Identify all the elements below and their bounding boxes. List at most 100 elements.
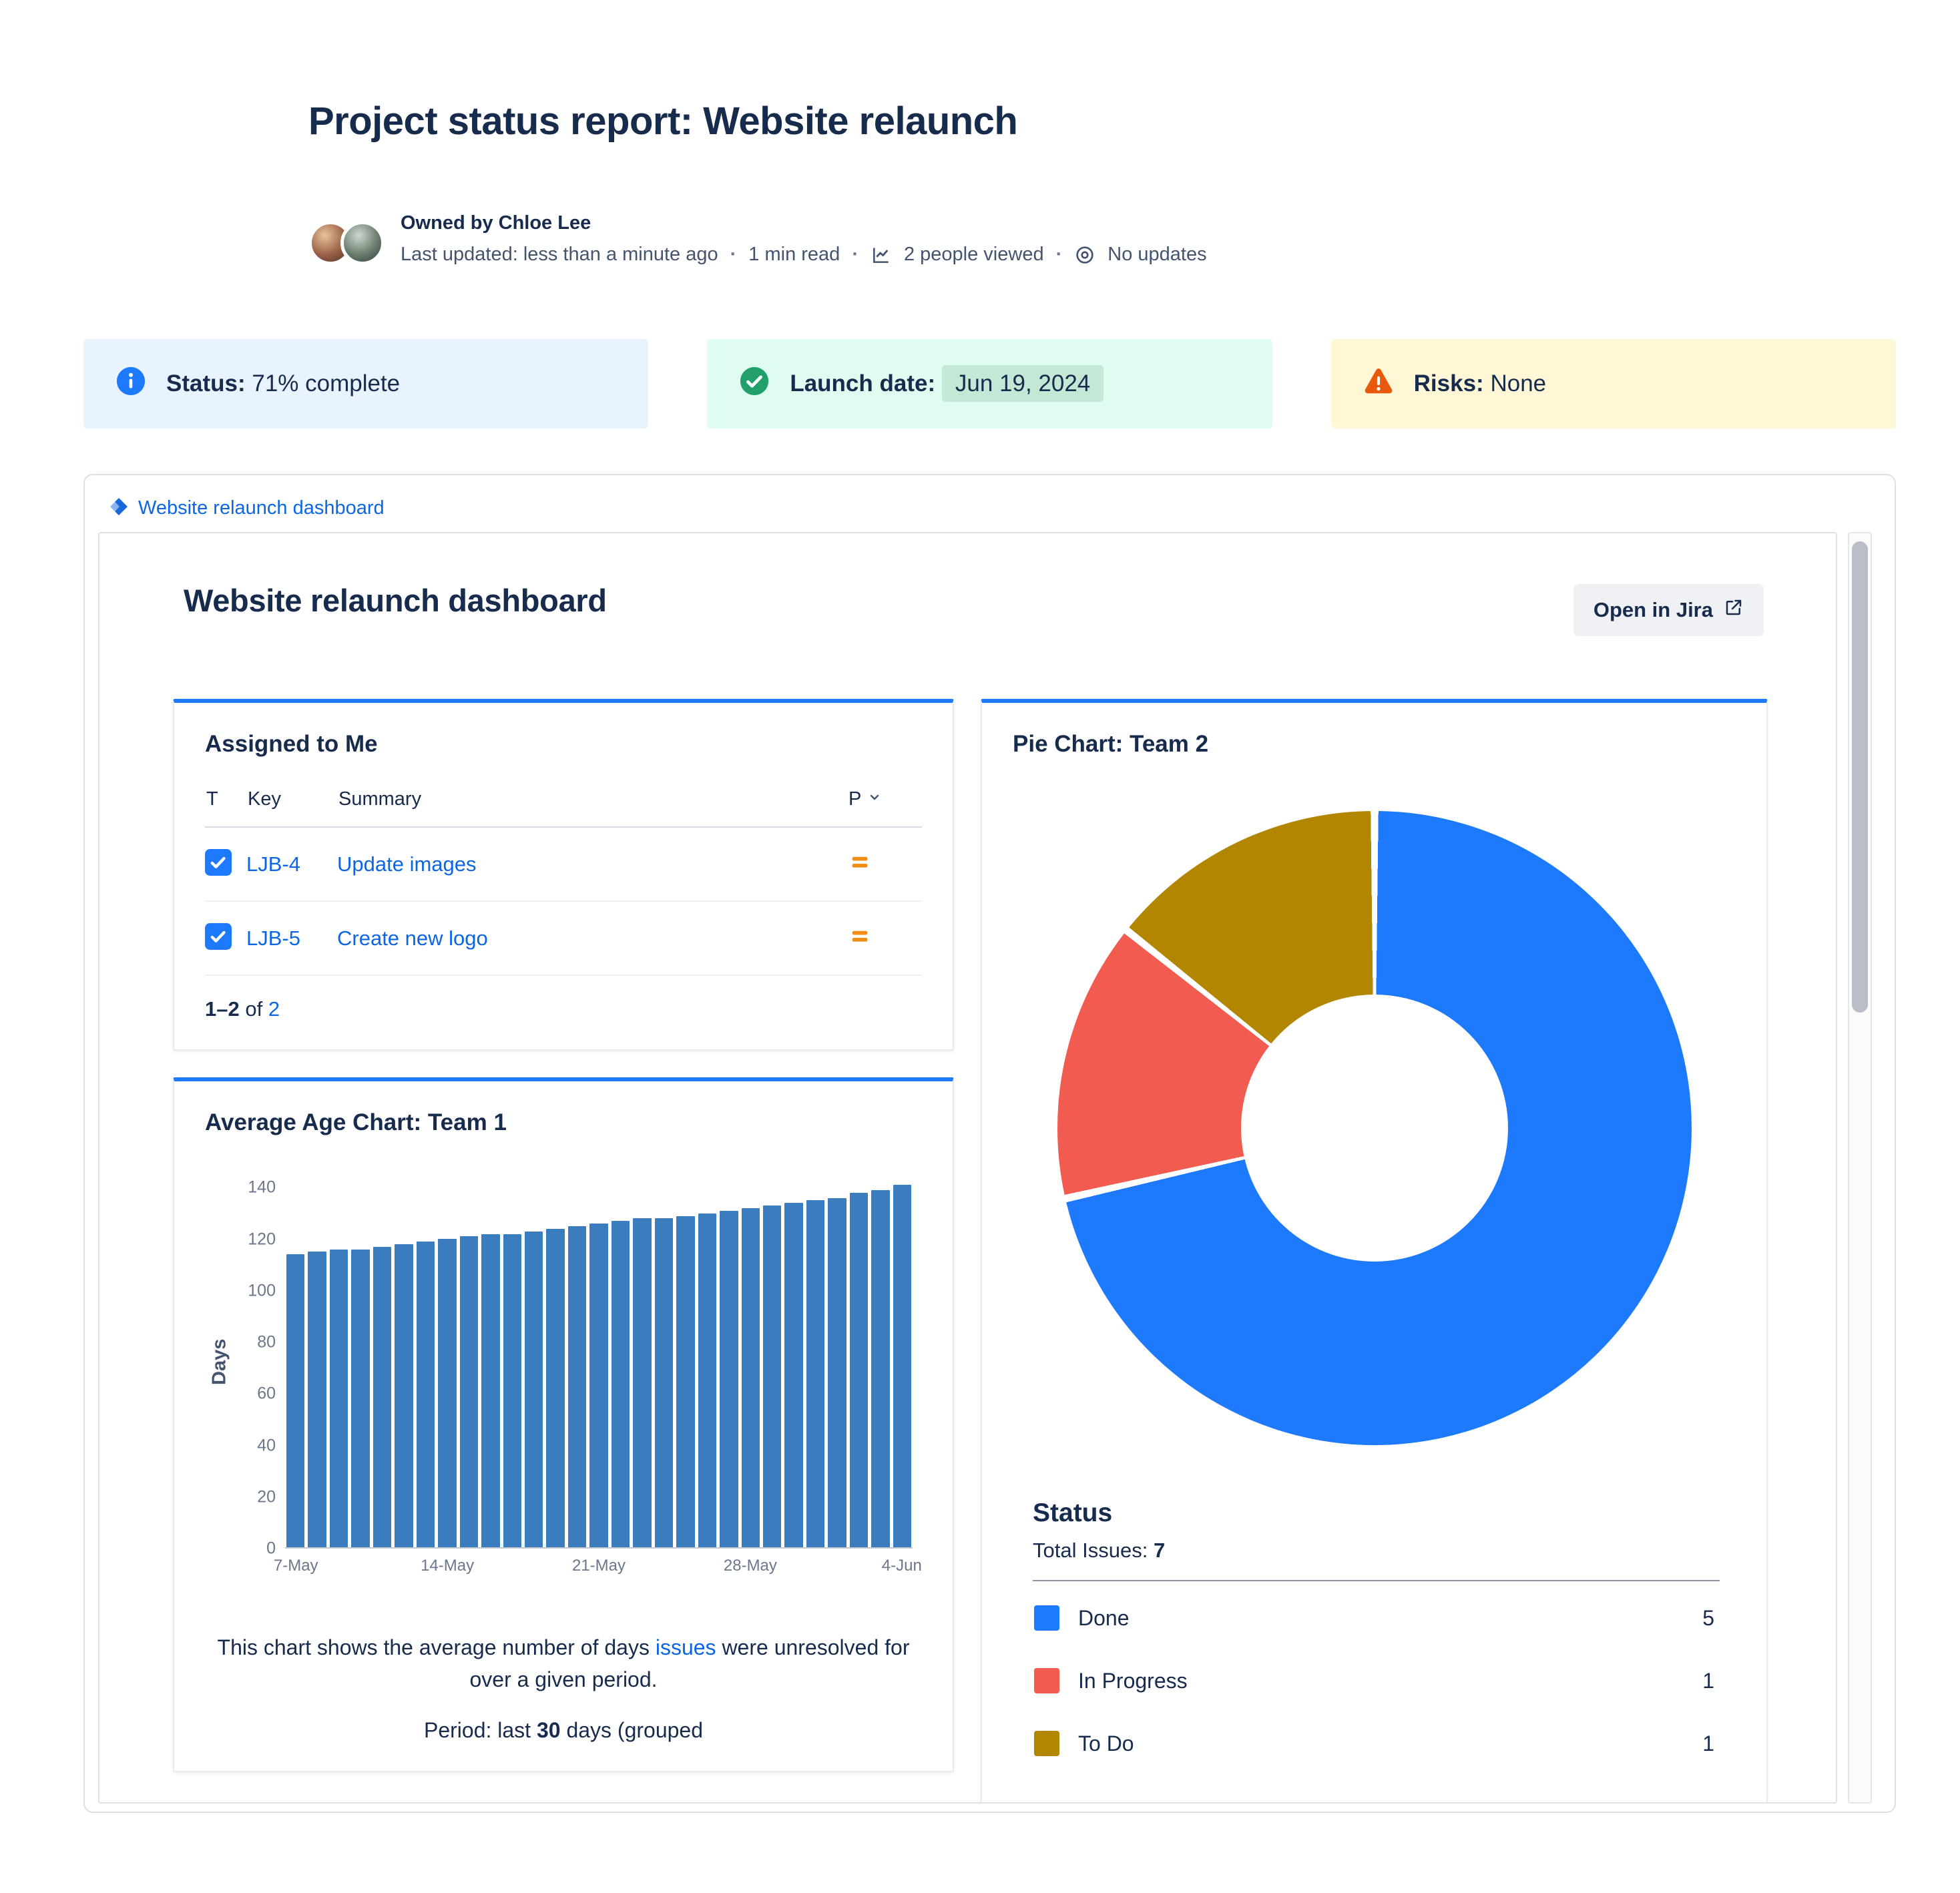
chevron-down-icon [867,788,883,810]
average-age-gadget: Average Age Chart: Team 1 Days 0 20 40 60 80… [173,1077,954,1772]
issue-key-link[interactable]: LJB-5 [246,926,300,950]
bar [849,1192,869,1547]
bar [503,1234,521,1547]
no-updates-label[interactable]: No updates [1108,244,1207,265]
open-in-jira-button[interactable]: Open in Jira [1573,584,1764,636]
bar-chart: Days 0 20 40 60 80 100 120 140 7-May 14-May 21-Ma… [205,1175,922,1586]
legend-divider [1033,1580,1720,1581]
legend-value: 1 [1702,1731,1714,1755]
column-priority-sort[interactable]: P [848,788,922,810]
launch-date-panel: Launch date: Jun 19, 2024 [707,339,1272,429]
task-icon [205,923,246,953]
bar [828,1197,846,1547]
info-icon [115,366,146,402]
column-summary: Summary [338,788,422,810]
bar [741,1208,760,1547]
bar [481,1234,500,1547]
bar [329,1249,348,1547]
bar [676,1215,695,1547]
separator: · [1055,244,1063,265]
owned-by-label: Owned by Chloe Lee [401,212,591,234]
target-icon [1074,244,1095,266]
issues-link[interactable]: issues [655,1635,716,1659]
table-row: LJB-4 Update images [205,828,922,902]
legend-row: In Progress 1 [1033,1649,1720,1712]
risks-label: Risks: [1413,370,1484,396]
bar [286,1254,305,1547]
avatar[interactable] [340,221,385,265]
bar [459,1236,479,1547]
bar [546,1228,565,1547]
separator: · [730,244,737,265]
issue-key-link[interactable]: LJB-4 [246,852,300,876]
status-label: Status: [166,370,246,396]
donut-chart[interactable] [1057,811,1692,1445]
legend-label: To Do [1078,1731,1134,1755]
jira-icon [109,497,129,520]
dashboard-heading: Website relaunch dashboard [184,583,607,618]
column-type: T [206,788,218,810]
jira-dashboard-embed: Website relaunch dashboard Website relau… [83,474,1896,1813]
legend-label: Done [1078,1605,1130,1630]
legend-swatch [1034,1605,1059,1631]
pagination-range: 1–2 [205,997,240,1021]
pie-legend: Done 5 In Progress 1 To Do 1 [1033,1587,1720,1775]
legend-value: 5 [1702,1605,1714,1630]
warning-icon [1363,366,1394,402]
people-viewed-link[interactable]: 2 people viewed [903,244,1044,265]
chart-description: This chart shows the average number of d… [217,1635,910,1691]
legend-label: In Progress [1078,1668,1188,1693]
legend-row: Done 5 [1033,1587,1720,1649]
bar [438,1239,457,1547]
separator: · [852,244,859,265]
bar-y-axis: 0 20 40 60 80 100 120 140 [248,1177,276,1558]
legend-value: 1 [1702,1668,1714,1693]
launch-date-value[interactable]: Jun 19, 2024 [941,365,1104,402]
launch-date-label: Launch date: [790,370,936,396]
pagination-total-link[interactable]: 2 [268,997,280,1021]
risks-value: None [1490,370,1547,396]
bar-chart-bars [285,1175,913,1549]
bar [567,1226,587,1547]
bar [633,1218,652,1547]
task-icon [205,849,246,879]
pagination-of: of [245,997,263,1021]
bar [524,1231,543,1547]
legend-swatch [1034,1731,1059,1756]
read-time-label: 1 min read [748,244,840,265]
last-updated-label: Last updated: less than a minute ago [401,244,718,265]
pagination: 1–2 of 2 [205,997,922,1021]
status-value: 71% complete [252,370,401,396]
legend-row: To Do 1 [1033,1712,1720,1775]
assigned-table: T Key Summary P [205,788,922,1021]
issue-summary-link[interactable]: Update images [337,852,477,876]
status-panels: Status: 71% complete Launch date: Jun 19… [83,339,1896,429]
priority-medium-icon [848,851,922,877]
analytics-chart-icon [871,244,892,266]
bar [373,1246,392,1547]
bar [806,1200,825,1547]
pie-stat-heading: Status [1033,1499,1113,1527]
bar [871,1190,890,1547]
legend-swatch [1034,1668,1059,1693]
bar [416,1242,435,1547]
total-issues: Total Issues: 7 [1033,1539,1166,1562]
bar [698,1213,717,1547]
status-panel: Status: 71% complete [83,339,649,429]
issue-summary-link[interactable]: Create new logo [337,926,488,950]
chart-period: Period: last 30 days (grouped [423,1718,704,1742]
bar-x-axis: 7-May 14-May 21-May 28-May 4-Jun [273,1557,922,1575]
scrollbar-thumb[interactable] [1852,541,1868,1013]
dashboard-breadcrumb-link[interactable]: Website relaunch dashboard [138,497,385,519]
bar-y-label: Days [208,1338,230,1385]
risks-panel: Risks: None [1330,339,1896,429]
bar [611,1221,630,1547]
byline: Owned by Chloe Lee Last updated: less th… [308,210,1207,276]
page-meta: Last updated: less than a minute ago · 1… [401,244,1207,266]
assigned-to-me-gadget: Assigned to Me T Key Summary P [173,699,954,1051]
gadget-title: Assigned to Me [205,731,378,757]
pie-chart-gadget: Pie Chart: Team 2 Status Total Issues: 7… [981,699,1768,1802]
scrollbar[interactable] [1848,532,1872,1804]
breadcrumb: Website relaunch dashboard [85,475,1895,520]
